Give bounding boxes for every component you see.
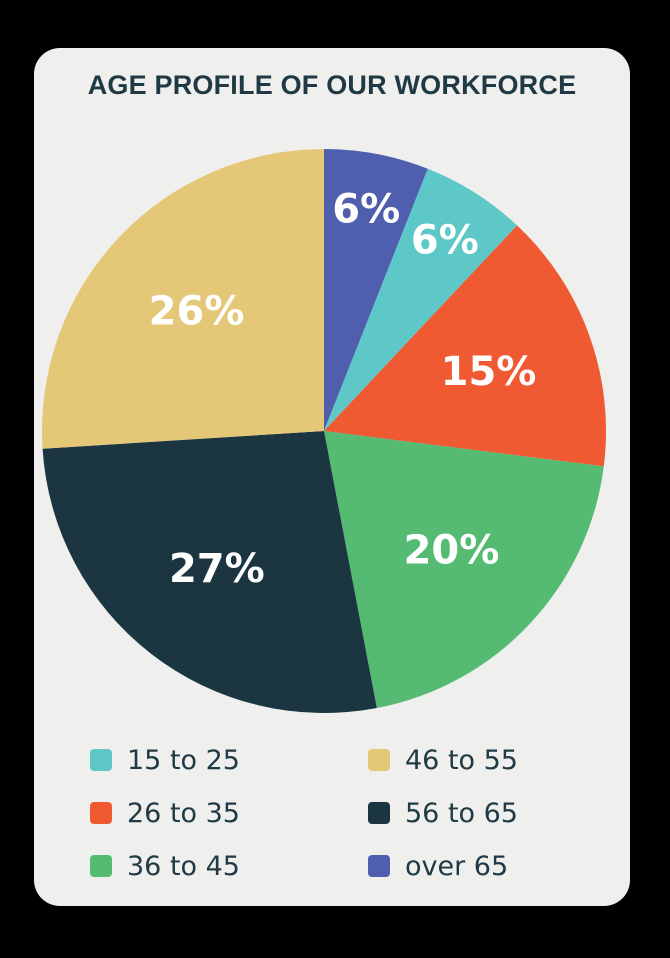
legend-item-36-to-45: 36 to 45: [90, 850, 240, 882]
pie-slice-over-65: [324, 149, 428, 431]
legend-label: over 65: [405, 850, 509, 882]
slice-label-26-to-35: 15%: [441, 349, 537, 395]
pie-chart: 6%6% 15% 20% 27% 26%: [41, 149, 606, 713]
legend-label: 15 to 25: [127, 744, 240, 776]
legend-swatch: [368, 855, 390, 877]
slice-label-over-65: 6%: [332, 186, 400, 232]
pie-slice-36-to-45: [324, 431, 604, 709]
legend-swatch: [90, 749, 112, 771]
legend-label: 46 to 55: [405, 744, 518, 776]
legend-item-over-65: over 65: [368, 850, 509, 882]
slice-label-46-to-55: 26%: [149, 288, 245, 334]
legend-item-56-to-65: 56 to 65: [368, 797, 518, 829]
pie-slice-15-to-25: [324, 168, 518, 431]
chart-title: AGE PROFILE OF OUR WORKFORCE: [87, 70, 577, 100]
pie-slice-46-to-55: [41, 149, 324, 449]
chart-card: AGE PROFILE OF OUR WORKFORCE 6% 6% 15% 20% 2…: [34, 48, 630, 906]
slice-label-56-to-65: 27%: [169, 546, 265, 592]
legend-label: 36 to 45: [127, 850, 240, 882]
slice-label-36-to-45: 20%: [404, 528, 500, 574]
legend-label: 26 to 35: [127, 797, 240, 829]
legend-item-46-to-55: 46 to 55: [368, 744, 518, 776]
legend-label: 56 to 65: [405, 797, 518, 829]
pie-slice-56-to-65: [42, 431, 377, 713]
pie-slice-26-to-35: [324, 225, 606, 467]
legend-swatch: [368, 802, 390, 824]
legend-swatch: [368, 749, 390, 771]
slice-label-15-to-25: 6%: [411, 218, 479, 264]
legend-item-26-to-35: 26 to 35: [90, 797, 240, 829]
legend-swatch: [90, 855, 112, 877]
legend-swatch: [90, 802, 112, 824]
legend-item-15-to-25: 15 to 25: [90, 744, 240, 776]
